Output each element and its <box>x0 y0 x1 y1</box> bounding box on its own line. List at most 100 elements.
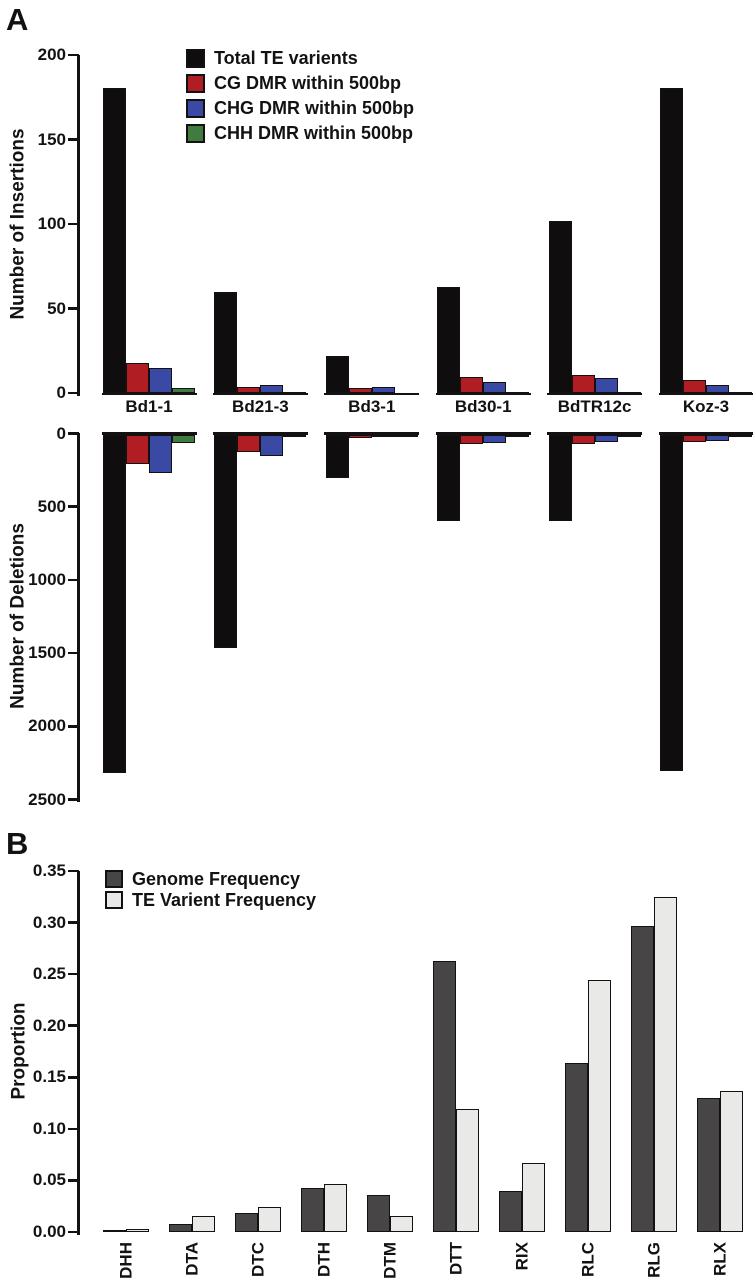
x-baseline <box>435 392 531 395</box>
legend-b-swatch <box>105 870 123 888</box>
bar-deletions-Bd21-3-2 <box>260 434 284 456</box>
bar-te_family_frequency-DHH-1 <box>126 1229 149 1233</box>
y-tick-label: 0.00 <box>32 1222 66 1241</box>
y-tick <box>68 578 79 582</box>
bar-deletions-Bd1-1-2 <box>149 434 172 473</box>
category-label-rotated: DTM <box>380 1242 400 1279</box>
bar-insertions-Bd1-1-1 <box>126 363 149 394</box>
x-baseline <box>324 392 420 395</box>
y-tick <box>68 222 79 226</box>
y-tick <box>68 725 79 728</box>
bar-insertions-BdTR12c-2 <box>594 378 618 394</box>
category-label-rotated: DTT <box>446 1242 466 1276</box>
bar-insertions-BdTR12c-1 <box>571 374 595 394</box>
y-tick-label: 0.25 <box>32 964 66 984</box>
bar-te_family_frequency-RIX-1 <box>522 1163 545 1233</box>
bar-deletions-Koz-3-1 <box>683 434 706 442</box>
y-tick-label: 2000 <box>28 716 66 736</box>
bar-te_family_frequency-DTT-0 <box>433 961 456 1233</box>
bar-insertions-Koz-3-0 <box>660 87 683 394</box>
y-tick-label: 0.20 <box>32 1015 66 1035</box>
x-baseline <box>547 432 643 435</box>
bar-te_family_frequency-RIX-0 <box>499 1191 522 1233</box>
y-tick <box>68 869 79 873</box>
y-tick-label: 0.05 <box>32 1170 66 1190</box>
bar-deletions-BdTR12c-0 <box>548 434 572 521</box>
bar-deletions-Bd3-1-2 <box>371 434 395 437</box>
bar-deletions-Bd21-3-3 <box>283 434 307 438</box>
x-baseline <box>212 392 308 395</box>
category-label-rotated: DTA <box>182 1242 202 1276</box>
bar-insertions-Bd21-3-1 <box>237 386 261 394</box>
bar-deletions-Koz-3-0 <box>660 434 683 772</box>
legend-b-swatch <box>105 891 123 909</box>
x-baseline <box>547 392 643 395</box>
panel-a-label: A <box>6 2 29 37</box>
bar-deletions-BdTR12c-3 <box>617 434 641 437</box>
bar-te_family_frequency-DHH-0 <box>103 1230 126 1233</box>
bar-te_family_frequency-RLC-1 <box>588 979 611 1233</box>
y-axis-line-te_family_frequency <box>77 870 80 1235</box>
bar-deletions-Bd1-1-3 <box>172 434 195 443</box>
bar-insertions-Bd21-3-3 <box>283 391 307 394</box>
legend-a-label: CHG DMR within 500bp <box>214 98 415 118</box>
y-axis-line-deletions <box>77 433 80 802</box>
bar-insertions-Koz-3-1 <box>683 379 706 394</box>
bar-te_family_frequency-DTA-1 <box>192 1215 215 1233</box>
bar-deletions-Bd30-1-3 <box>506 434 530 437</box>
legend-b-label: TE Varient Frequency <box>132 890 317 910</box>
category-label-rotated: RLG <box>644 1242 664 1278</box>
category-label: Bd3-1 <box>348 397 396 416</box>
y-tick-label: 500 <box>37 496 66 516</box>
bar-deletions-Koz-3-3 <box>729 434 752 437</box>
y-tick <box>68 307 79 310</box>
bar-insertions-Bd30-1-1 <box>460 376 484 394</box>
bar-te_family_frequency-DTM-0 <box>367 1195 390 1233</box>
bar-insertions-BdTR12c-0 <box>548 221 572 394</box>
bar-te_family_frequency-DTT-1 <box>456 1108 479 1233</box>
y-tick <box>68 921 79 924</box>
bar-te_family_frequency-DTH-1 <box>324 1184 347 1233</box>
bar-insertions-Bd1-1-2 <box>149 368 172 394</box>
bar-deletions-Bd3-1-3 <box>394 434 418 437</box>
y-tick-label: 100 <box>37 214 66 233</box>
category-label-rotated: DTH <box>314 1242 334 1277</box>
legend-a-swatch <box>186 74 205 93</box>
y-tick <box>68 1230 79 1234</box>
y-tick-label: 1500 <box>28 643 66 663</box>
category-label-rotated: RLC <box>578 1242 598 1277</box>
category-label-rotated: DHH <box>116 1242 136 1279</box>
bar-insertions-Bd3-1-2 <box>371 386 395 394</box>
y-tick <box>68 798 79 801</box>
y-tick-label: 50 <box>47 298 66 318</box>
y-tick-label: 2500 <box>28 789 66 809</box>
bar-deletions-Bd3-1-1 <box>348 434 372 439</box>
legend-a-label: Total TE varients <box>214 48 358 68</box>
y-axis-title-deletions: Number of Deletions <box>7 523 29 709</box>
bar-insertions-BdTR12c-3 <box>617 391 641 394</box>
bar-deletions-BdTR12c-2 <box>594 434 618 442</box>
y-tick-label: 150 <box>37 129 66 149</box>
y-axis-title-te_family_frequency: Proportion <box>8 1002 30 1100</box>
y-tick <box>68 651 79 655</box>
legend-a-swatch <box>186 124 205 143</box>
category-label: BdTR12c <box>557 397 632 416</box>
bar-insertions-Bd21-3-2 <box>260 385 284 394</box>
y-tick <box>68 1127 79 1131</box>
bar-deletions-Bd30-1-1 <box>460 434 484 445</box>
x-baseline <box>658 432 753 435</box>
x-baseline <box>658 392 753 395</box>
x-baseline <box>101 432 197 435</box>
bar-deletions-Bd3-1-0 <box>325 434 349 478</box>
bar-deletions-Koz-3-2 <box>706 434 729 441</box>
bar-insertions-Bd30-1-2 <box>483 381 507 394</box>
x-baseline <box>212 432 308 435</box>
bar-te_family_frequency-RLX-0 <box>697 1098 720 1233</box>
y-tick-label: 0.10 <box>32 1118 66 1138</box>
y-tick <box>68 1076 79 1079</box>
y-tick <box>68 1179 79 1182</box>
category-label-rotated: RIX <box>512 1242 532 1271</box>
legend-a-label: CHH DMR within 500bp <box>214 123 414 143</box>
x-baseline <box>435 432 531 435</box>
